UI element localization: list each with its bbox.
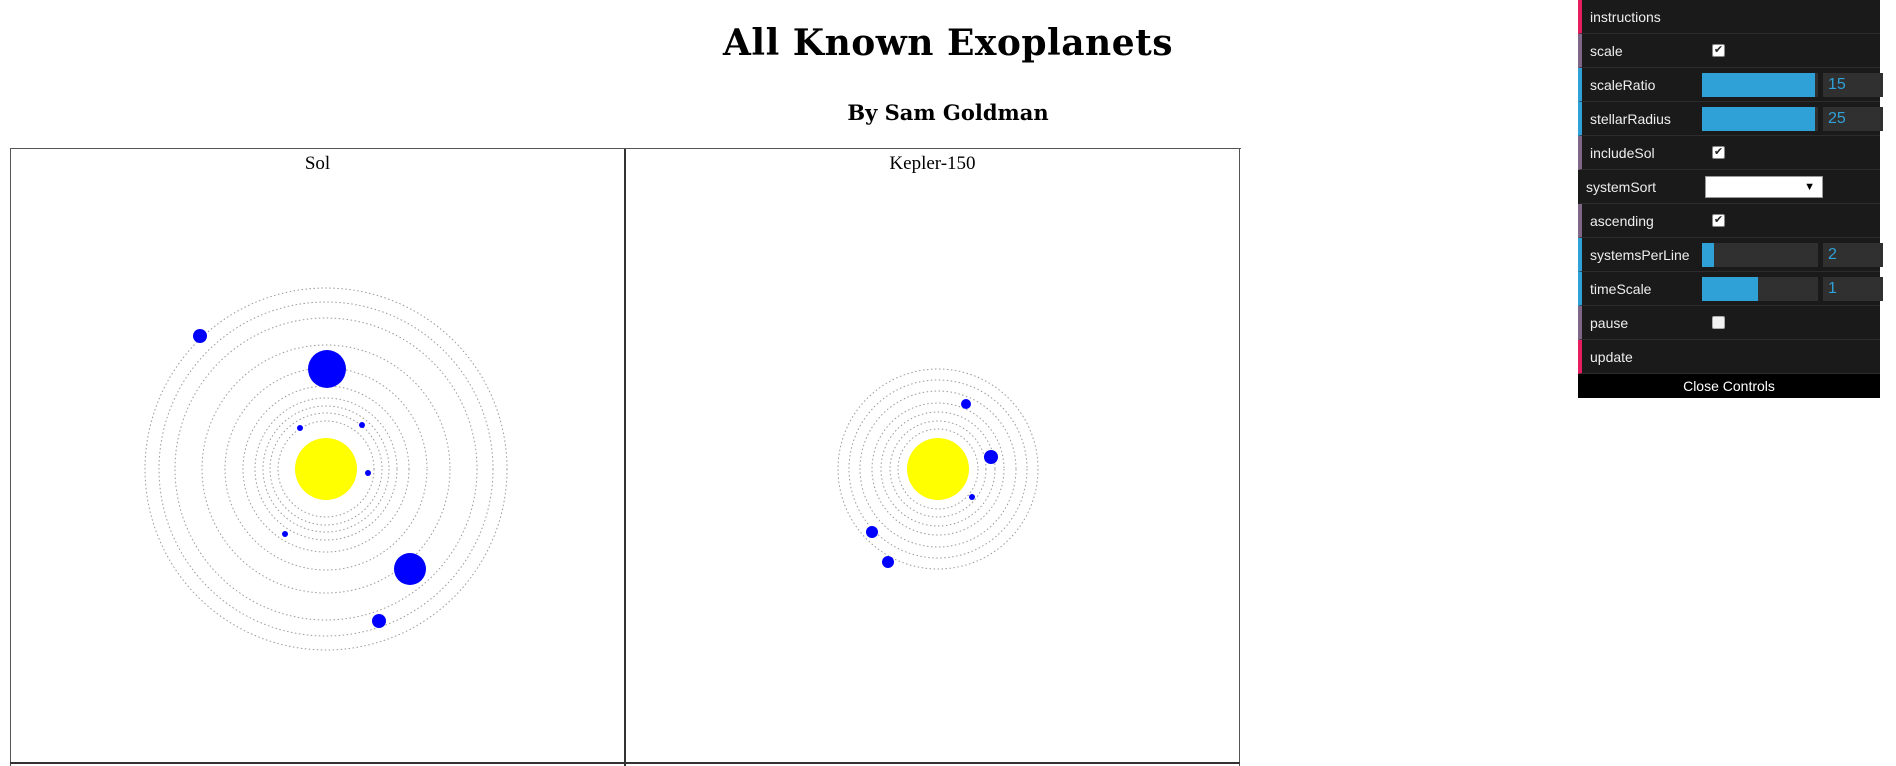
scale-control: scale ✔ (1578, 34, 1880, 68)
orbit-path (277, 420, 375, 518)
chevron-down-icon: ▼ (1804, 181, 1815, 193)
system-panel-sol: Sol (11, 149, 626, 766)
orbit-path (262, 405, 390, 533)
orbit-path (242, 385, 410, 553)
orbit-path (859, 390, 1017, 548)
stellar-radius-control: stellarRadius 25 (1578, 102, 1883, 136)
system-name: Sol (304, 153, 331, 174)
system-orbit-diagram (144, 287, 508, 651)
orbit-path (269, 412, 383, 526)
planet (961, 399, 971, 409)
system-orbit-diagram (837, 368, 1039, 570)
pause-checkbox[interactable] (1712, 316, 1725, 329)
planet (866, 526, 878, 538)
stellar-radius-input[interactable]: 25 (1823, 107, 1883, 131)
include-sol-checkbox[interactable]: ✔ (1712, 146, 1725, 159)
close-controls-button[interactable]: Close Controls (1578, 374, 1880, 398)
orbit-path (254, 397, 398, 541)
control-label: ascending (1590, 213, 1654, 229)
page-subtitle: By Sam Goldman (847, 100, 1049, 125)
control-label: pause (1590, 315, 1629, 331)
star (907, 438, 969, 500)
scale-ratio-input[interactable]: 15 (1823, 73, 1883, 97)
ascending-control: ascending ✔ (1578, 204, 1880, 238)
system-panel-kepler-150: Kepler-150 (626, 149, 1240, 766)
planet (282, 531, 288, 537)
planet (882, 556, 894, 568)
planet (394, 553, 426, 585)
orbit-path (201, 344, 451, 594)
planet (365, 470, 371, 476)
orbit-path (897, 428, 979, 510)
scale-ratio-slider[interactable] (1702, 73, 1818, 97)
time-scale-input[interactable]: 1 (1823, 277, 1883, 301)
planet (984, 450, 998, 464)
grid-divider (10, 762, 1240, 764)
control-label: systemsPerLine (1590, 247, 1690, 263)
scale-ratio-control: scaleRatio 15 (1578, 68, 1883, 102)
planet (308, 350, 346, 388)
control-label: systemSort (1586, 179, 1657, 195)
planet (297, 425, 303, 431)
instructions-button[interactable]: instructions (1578, 0, 1880, 34)
ascending-checkbox[interactable]: ✔ (1712, 214, 1725, 227)
orbit-path (837, 368, 1039, 570)
planet (359, 422, 365, 428)
control-label: timeScale (1590, 281, 1652, 297)
orbit-path (158, 301, 494, 637)
scale-checkbox[interactable]: ✔ (1712, 44, 1725, 57)
stellar-radius-slider[interactable] (1702, 107, 1818, 131)
page-title: All Known Exoplanets (722, 22, 1174, 64)
planet (969, 494, 975, 500)
orbit-path (889, 420, 987, 518)
pause-control: pause (1578, 306, 1880, 340)
planet (193, 329, 207, 343)
controls-panel: instructions scale ✔ scaleRatio 15 stell… (1578, 0, 1883, 398)
control-label: stellarRadius (1590, 111, 1671, 127)
system-sort-select[interactable]: ▼ (1705, 176, 1823, 198)
orbit-path (144, 287, 508, 651)
orbit-path (174, 317, 478, 621)
star (295, 438, 357, 500)
planet (372, 614, 386, 628)
time-scale-slider[interactable] (1702, 277, 1818, 301)
control-label: includeSol (1590, 145, 1655, 161)
systems-per-line-control: systemsPerLine 2 (1578, 238, 1883, 272)
time-scale-control: timeScale 1 (1578, 272, 1883, 306)
control-label: update (1590, 349, 1633, 365)
systems-per-line-input[interactable]: 2 (1823, 243, 1883, 267)
systems-per-line-slider[interactable] (1702, 243, 1818, 267)
orbit-path (871, 402, 1005, 536)
orbit-path (848, 379, 1028, 559)
include-sol-control: includeSol ✔ (1578, 136, 1880, 170)
system-sort-control: systemSort ▼ (1578, 170, 1880, 204)
system-name: Kepler-150 (889, 153, 976, 174)
orbit-path (224, 367, 428, 571)
systems-grid: Sol Kepler-150 (10, 148, 1241, 766)
control-label: instructions (1590, 9, 1661, 25)
control-label: scale (1590, 43, 1623, 59)
orbit-path (880, 411, 996, 527)
control-label: scaleRatio (1590, 77, 1656, 93)
update-button[interactable]: update (1578, 340, 1880, 374)
